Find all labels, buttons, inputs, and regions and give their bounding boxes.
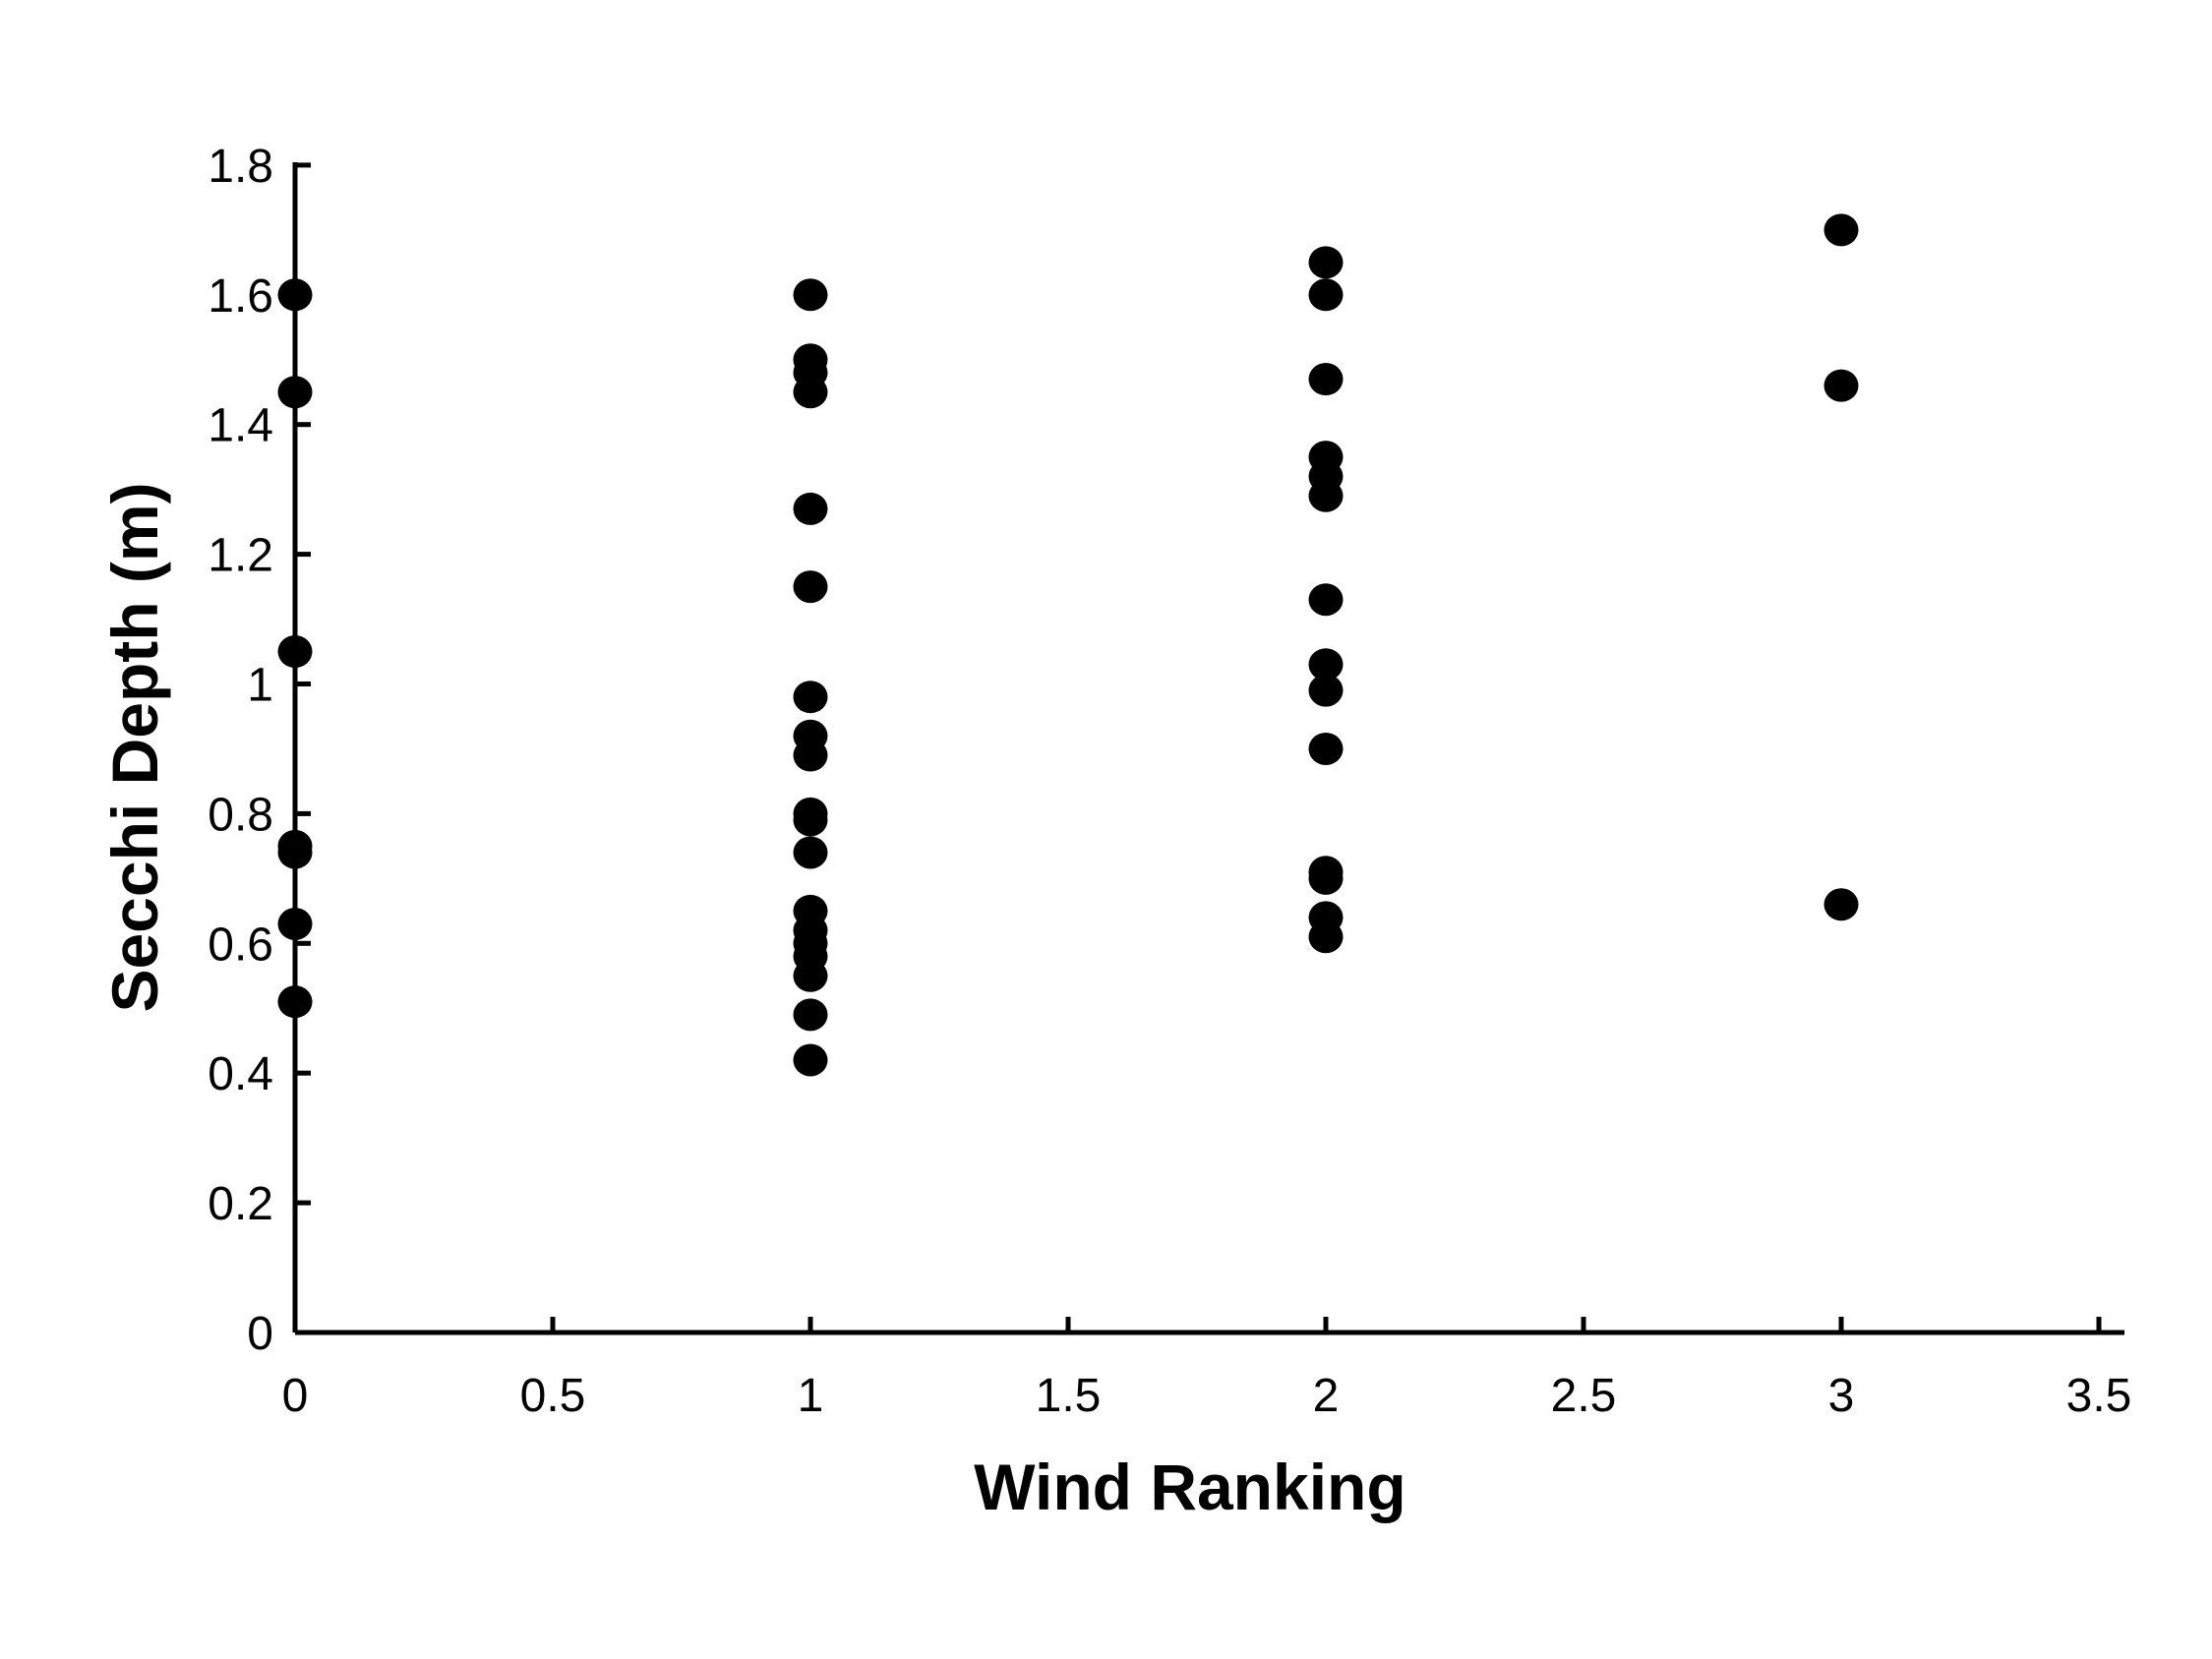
- data-point: [277, 836, 313, 869]
- data-point: [793, 492, 828, 525]
- y-tick-label: 1.2: [208, 530, 273, 582]
- data-point: [793, 959, 828, 992]
- data-point: [793, 803, 828, 837]
- x-tick-label: 2.5: [1551, 1370, 1617, 1422]
- data-point: [277, 908, 313, 941]
- data-point: [1308, 583, 1344, 617]
- data-point: [277, 985, 313, 1019]
- data-point: [277, 376, 313, 409]
- data-point: [793, 376, 828, 409]
- data-point: [793, 1043, 828, 1077]
- data-point: [793, 681, 828, 714]
- x-tick-label: 0: [282, 1370, 309, 1422]
- data-point: [793, 278, 828, 312]
- y-tick-label: 1.8: [208, 141, 273, 193]
- y-axis-ticks: 0 0.2 0.4 0.6 0.8 1 1.2 1.4 1.6 1.8: [208, 141, 311, 1360]
- data-points: [277, 213, 1859, 1077]
- data-point: [793, 570, 828, 604]
- y-tick-label: 0: [247, 1308, 273, 1360]
- data-point: [793, 739, 828, 772]
- y-tick-label: 1.4: [208, 400, 273, 452]
- y-tick-label: 0.2: [208, 1178, 273, 1230]
- data-point: [1308, 479, 1344, 512]
- data-point: [1823, 369, 1859, 402]
- x-axis-title: Wind Ranking: [974, 1451, 1405, 1523]
- x-tick-label: 1.5: [1036, 1370, 1102, 1422]
- data-point: [1308, 363, 1344, 396]
- x-tick-label: 0.5: [520, 1370, 586, 1422]
- data-point: [793, 836, 828, 869]
- data-point: [1823, 888, 1859, 921]
- data-point: [1308, 246, 1344, 279]
- x-axis-ticks: 0 0.5 1 1.5 2 2.5 3 3.5: [282, 1317, 2132, 1422]
- x-tick-label: 2: [1313, 1370, 1340, 1422]
- x-tick-label: 3.5: [2066, 1370, 2132, 1422]
- data-point: [1308, 648, 1344, 681]
- data-point: [793, 998, 828, 1032]
- y-tick-label: 1: [247, 660, 273, 712]
- y-tick-label: 0.8: [208, 789, 273, 841]
- y-tick-label: 0.6: [208, 918, 273, 971]
- data-point: [1308, 732, 1344, 765]
- data-point: [277, 278, 313, 312]
- y-axis-title: Secchi Depth (m): [98, 482, 171, 1012]
- x-tick-label: 3: [1828, 1370, 1855, 1422]
- data-point: [1308, 861, 1344, 895]
- data-point: [1308, 278, 1344, 312]
- y-tick-label: 0.4: [208, 1048, 273, 1100]
- x-tick-label: 1: [798, 1370, 824, 1422]
- data-point: [1308, 674, 1344, 707]
- data-point: [1823, 213, 1859, 247]
- data-point: [1308, 920, 1344, 954]
- data-point: [277, 635, 313, 669]
- y-tick-label: 1.6: [208, 270, 273, 323]
